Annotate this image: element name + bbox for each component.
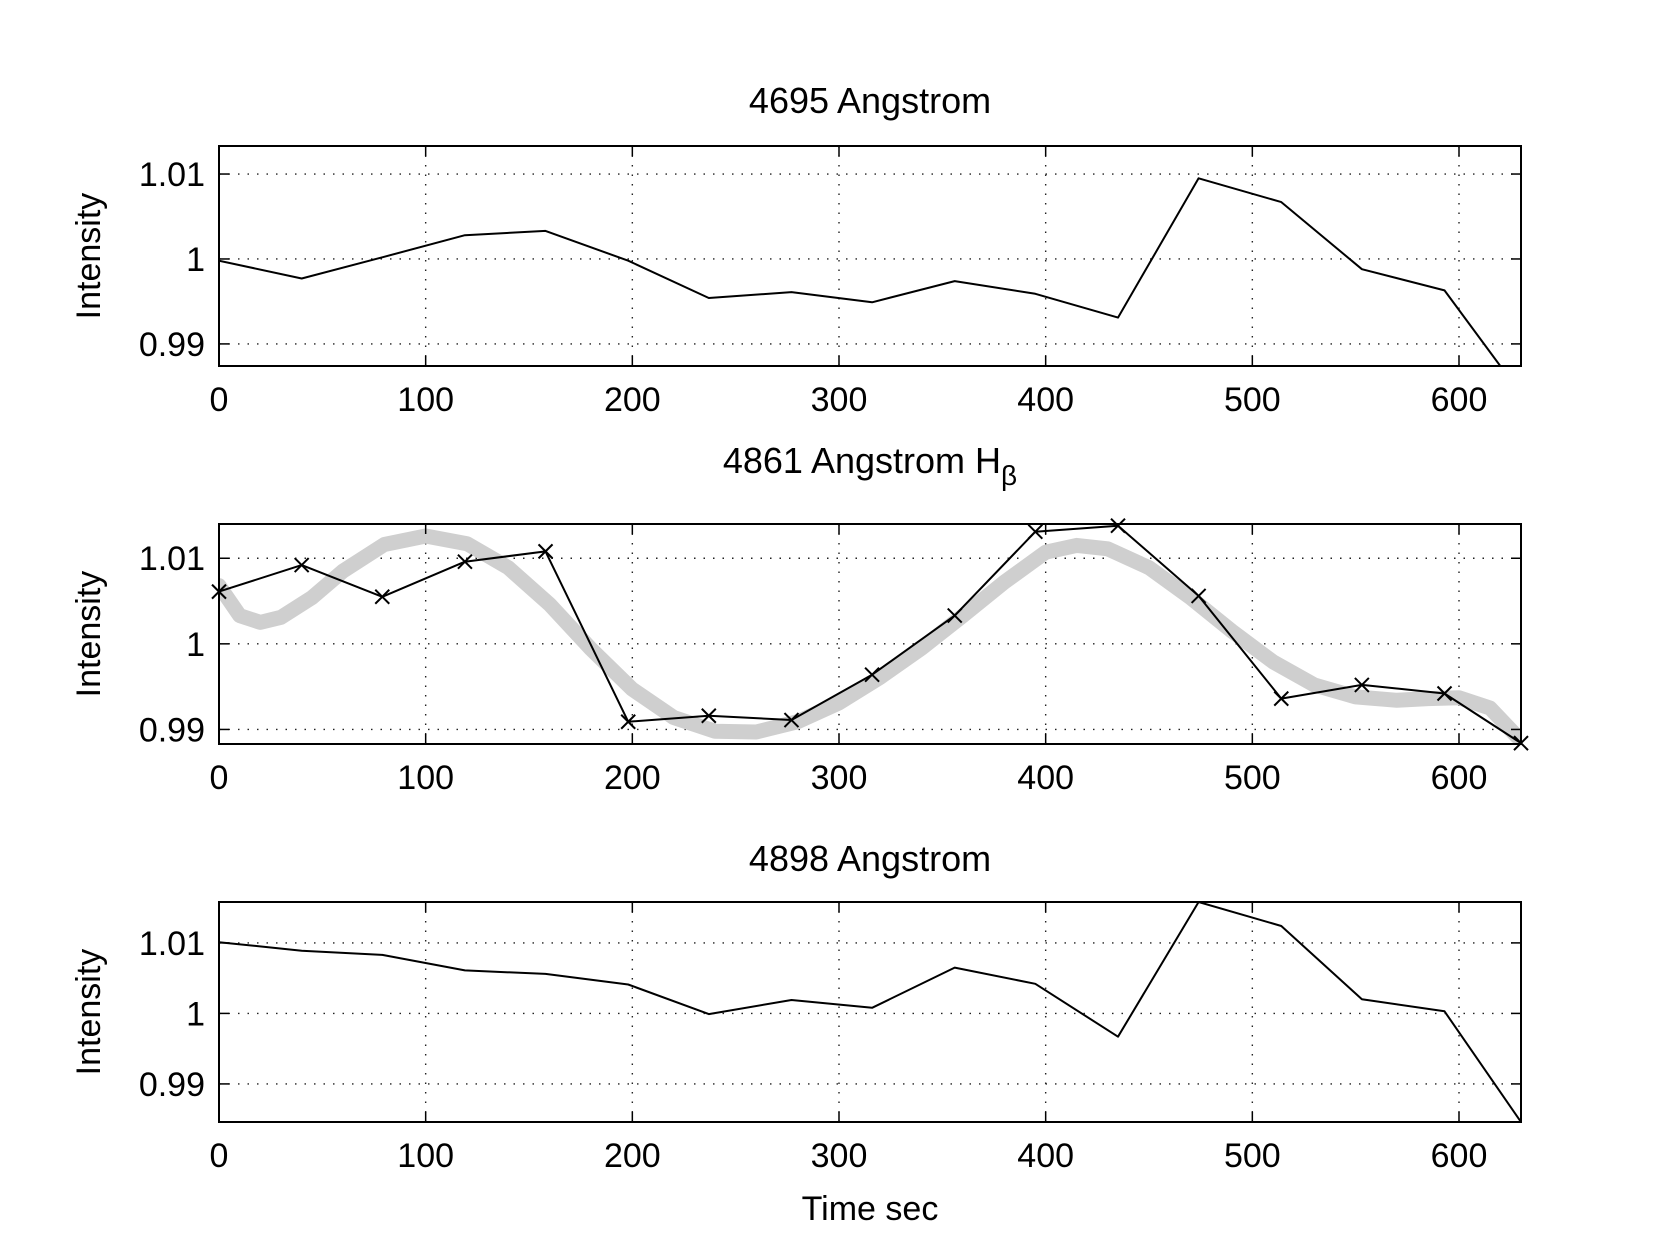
plot-title: 4898 Angstrom bbox=[749, 838, 991, 879]
x-tick-label: 600 bbox=[1431, 381, 1488, 419]
fit-curve-line bbox=[219, 528, 1521, 744]
plot-frame bbox=[218, 145, 1522, 367]
data-point-marker bbox=[947, 607, 963, 624]
data-point-marker bbox=[1027, 523, 1044, 540]
data-point-marker bbox=[701, 708, 717, 724]
y-tick-label: 1 bbox=[186, 626, 205, 664]
data-point-marker bbox=[457, 553, 473, 570]
x-tick-label: 100 bbox=[397, 381, 454, 419]
series-line bbox=[219, 177, 1502, 366]
x-tick-label: 400 bbox=[1017, 381, 1074, 419]
x-tick-label: 500 bbox=[1224, 759, 1281, 797]
y-tick-label: 1 bbox=[186, 241, 205, 279]
data-point-marker bbox=[374, 589, 390, 605]
subplot-1: 0 100 200 300 400 500 600 0.99 1 1.01 4695 Angstro… bbox=[70, 80, 1522, 419]
y-axis-label: Intensity bbox=[70, 193, 108, 320]
plot-title-text: 4861 Angstrom H bbox=[723, 440, 1001, 481]
x-tick-label: 600 bbox=[1431, 1137, 1488, 1175]
marker-stroke bbox=[701, 708, 717, 724]
marker-stroke bbox=[1110, 518, 1126, 534]
x-tick-label: 300 bbox=[811, 759, 868, 797]
marker-stroke bbox=[1354, 677, 1370, 693]
y-tick-label: 1.01 bbox=[139, 156, 205, 194]
plot-title-text: 4898 Angstrom bbox=[749, 838, 991, 879]
y-axis-label: Intensity bbox=[70, 571, 108, 698]
x-tick-label: 0 bbox=[210, 759, 229, 797]
data-point-marker bbox=[1110, 518, 1126, 534]
y-tick-label: 1 bbox=[186, 995, 205, 1033]
x-tick-label: 300 bbox=[811, 1137, 868, 1175]
x-tick-label: 100 bbox=[397, 759, 454, 797]
marker-stroke bbox=[783, 712, 800, 728]
data-point-marker bbox=[1354, 677, 1370, 693]
plot-title: 4861 Angstrom Hβ bbox=[723, 440, 1017, 491]
marker-stroke bbox=[537, 543, 554, 560]
marker-stroke bbox=[620, 714, 636, 730]
series-line bbox=[219, 902, 1521, 1122]
marker-stroke bbox=[1273, 690, 1289, 707]
x-tick-label: 100 bbox=[397, 1137, 454, 1175]
data-point-marker bbox=[864, 666, 880, 683]
x-tick-label: 300 bbox=[811, 381, 868, 419]
marker-stroke bbox=[1436, 685, 1453, 702]
series-line bbox=[219, 524, 1521, 744]
x-tick-label: 400 bbox=[1017, 1137, 1074, 1175]
marker-stroke bbox=[864, 666, 880, 683]
data-point-marker bbox=[293, 557, 310, 573]
plot-title: 4695 Angstrom bbox=[749, 80, 991, 121]
data-point-marker bbox=[620, 714, 636, 730]
data-point-marker bbox=[1436, 685, 1453, 702]
x-tick-label: 200 bbox=[604, 381, 661, 419]
subplot-3: 0 100 200 300 400 500 600 0.99 1 1.01 4898 Angstro… bbox=[70, 838, 1522, 1228]
x-tick-label: 500 bbox=[1224, 381, 1281, 419]
plot-title-text: 4695 Angstrom bbox=[749, 80, 991, 121]
marker-stroke bbox=[1027, 523, 1044, 540]
y-tick-label: 1.01 bbox=[139, 925, 205, 963]
x-tick-label: 0 bbox=[210, 381, 229, 419]
x-tick-label: 400 bbox=[1017, 759, 1074, 797]
data-point-marker bbox=[1273, 690, 1289, 707]
plot-title-subscript: β bbox=[1001, 460, 1017, 491]
y-tick-label: 1.01 bbox=[139, 540, 205, 578]
y-tick-label: 0.99 bbox=[139, 326, 205, 364]
plot-frame bbox=[218, 901, 1522, 1123]
y-tick-label: 0.99 bbox=[139, 711, 205, 749]
x-tick-label: 0 bbox=[210, 1137, 229, 1175]
x-tick-label: 500 bbox=[1224, 1137, 1281, 1175]
x-tick-label: 600 bbox=[1431, 759, 1488, 797]
subplot-2: 0 100 200 300 400 500 600 0.99 1 1.01 4861 Angstro… bbox=[70, 440, 1529, 797]
marker-stroke bbox=[947, 607, 963, 624]
marker-stroke bbox=[374, 589, 390, 605]
x-tick-label: 200 bbox=[604, 1137, 661, 1175]
x-tick-label: 200 bbox=[604, 759, 661, 797]
y-axis-label: Intensity bbox=[70, 949, 108, 1076]
plot-frame bbox=[218, 523, 1522, 745]
marker-stroke bbox=[457, 553, 473, 570]
x-axis-label: Time sec bbox=[802, 1190, 939, 1228]
data-point-marker bbox=[783, 712, 800, 728]
marker-stroke bbox=[1190, 588, 1207, 604]
data-point-marker bbox=[1190, 588, 1207, 604]
data-point-marker bbox=[537, 543, 554, 560]
y-tick-label: 0.99 bbox=[139, 1066, 205, 1104]
marker-stroke bbox=[293, 557, 310, 573]
